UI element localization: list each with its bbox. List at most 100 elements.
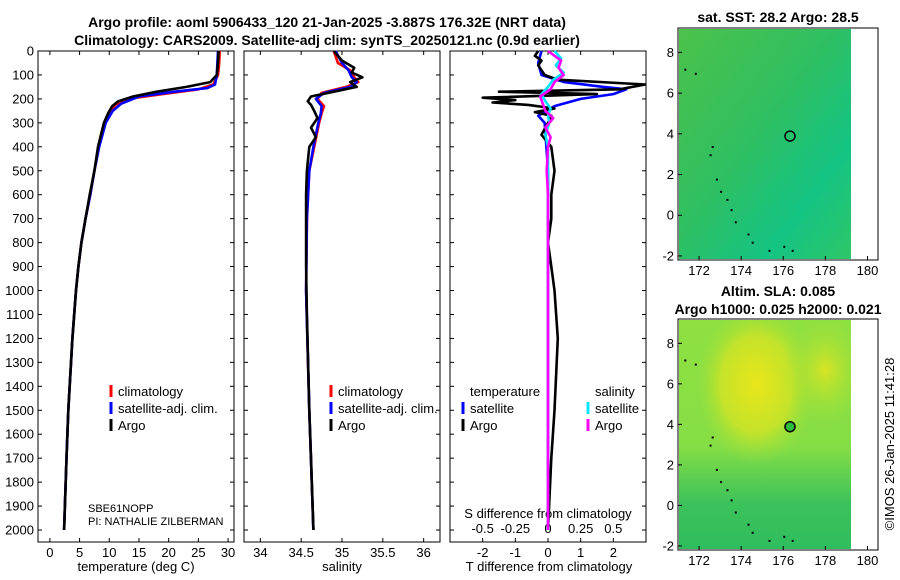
island-speck (783, 245, 786, 248)
temperature-xtick-label: 0 (46, 545, 53, 560)
island-speck (747, 523, 750, 526)
island-speck (720, 481, 723, 484)
salinity-legend: climatology satellite-adj. clim. Argo (329, 384, 438, 433)
temperature-xtick-label: 10 (102, 545, 116, 560)
depth-tick-label: 2000 (5, 523, 34, 538)
salinity-panel (243, 50, 441, 543)
depth-tick-label: 1400 (5, 379, 34, 394)
depth-tick-label: 200 (12, 91, 34, 106)
island-speck (715, 468, 718, 471)
sla-map-ytick-label: 6 (667, 376, 674, 391)
sst-map-ytick-label: 6 (667, 86, 674, 101)
sst-map (677, 27, 879, 261)
difference-series-temperature-argo (481, 50, 647, 531)
temperature-xtick-label: 25 (191, 545, 205, 560)
sla-map-xtick-label: 172 (688, 553, 710, 568)
island-speck (720, 190, 723, 193)
depth-tick-label: 0 (27, 44, 34, 59)
difference-xtick-label: -2 (477, 545, 489, 560)
sst-map-ytick-label: 0 (667, 208, 674, 223)
difference-top-xtick-label: -0.25 (501, 521, 531, 536)
sst-map-xtick-label: 176 (772, 263, 794, 278)
difference-top-xtick-label: 0.25 (568, 521, 593, 536)
sla-map-title-line1: Altim. SLA: 0.085 (721, 283, 836, 299)
legend-climatology-label: climatology (118, 384, 184, 399)
island-speck (684, 359, 687, 362)
sst-map-ytick-label: 2 (667, 167, 674, 182)
island-speck (709, 444, 712, 447)
legend-argo-label: Argo (338, 418, 365, 433)
difference-series-salinity-argo (538, 49, 566, 530)
depth-tick-label: 400 (12, 139, 34, 154)
island-speck (715, 178, 718, 181)
chart-marks: 0100200300400500600700800900100011001200… (5, 44, 878, 569)
depth-tick-label: 1500 (5, 403, 34, 418)
island-speck (747, 233, 750, 236)
island-speck (791, 539, 794, 542)
island-speck (726, 489, 729, 492)
sst-map-xtick-label: 180 (857, 263, 879, 278)
island-speck (726, 198, 729, 201)
figure-title-line1: Argo profile: aoml 5906433_120 21-Jan-20… (88, 14, 566, 30)
island-speck (684, 68, 687, 71)
difference-xtick-label: -1 (510, 545, 522, 560)
sst-map-field (679, 29, 851, 259)
difference-xtick-label: 1 (577, 545, 584, 560)
difference-legend-salinity: salinity satellite Argo (586, 384, 639, 433)
sla-map-ytick-label: -2 (662, 538, 674, 553)
sst-map-nodata (851, 29, 878, 259)
salinity-series-group (304, 50, 364, 531)
temperature-series-argo (62, 50, 220, 531)
salinity-xtick-label: 35.5 (370, 545, 395, 560)
sst-argo-location-marker (784, 130, 796, 142)
sla-map-title-line2: Argo h1000: 0.025 h2000: 0.021 (674, 301, 881, 317)
sst-map-islands (684, 68, 794, 252)
figure-title-line2: Climatology: CARS2009. Satellite-adj cli… (74, 32, 580, 48)
depth-tick-label: 600 (12, 187, 34, 202)
difference-series-group (481, 49, 647, 531)
island-speck (783, 535, 786, 538)
sla-map-xtick-label: 176 (772, 553, 794, 568)
sla-map-ytick-label: 8 (667, 336, 674, 351)
sla-map-high-b (679, 320, 851, 549)
island-speck (791, 249, 794, 252)
sla-map-nodata (851, 320, 878, 549)
legend-argo-label: Argo (118, 418, 145, 433)
salinity-xtick-label: 35 (335, 545, 349, 560)
sla-map-xtick-label: 174 (730, 553, 752, 568)
island-speck (751, 531, 754, 534)
imos-credit: ©IMOS 26-Jan-2025 11:41:28 (882, 358, 897, 531)
sla-map-ytick-label: 0 (667, 498, 674, 513)
sst-map-title: sat. SST: 28.2 Argo: 28.5 (697, 9, 859, 25)
island-speck (734, 221, 737, 224)
sst-map-ytick-label: 8 (667, 45, 674, 60)
legend-sal-argo-label: Argo (595, 418, 622, 433)
depth-tick-label: 1000 (5, 283, 34, 298)
depth-tick-label: 1700 (5, 451, 34, 466)
depth-tick-label: 1900 (5, 499, 34, 514)
sla-map-xtick-label: 180 (857, 553, 879, 568)
salinity-xtick-label: 34 (253, 545, 267, 560)
difference-top-xtick-label: 0.5 (604, 521, 622, 536)
island-speck (734, 511, 737, 514)
legend-satellite-label: satellite-adj. clim. (338, 401, 438, 416)
pi-annotation: PI: NATHALIE ZILBERMAN (88, 516, 224, 528)
temperature-series-group (62, 50, 221, 531)
difference-legend-temperature: temperature satellite Argo (461, 384, 540, 433)
island-speck (730, 499, 733, 502)
salinity-xtick-label: 36 (416, 545, 430, 560)
temperature-xtick-label: 20 (161, 545, 175, 560)
island-speck (730, 209, 733, 212)
sla-map (677, 318, 879, 551)
sst-map-xtick-label: 172 (688, 263, 710, 278)
sst-map-xtick-label: 178 (815, 263, 837, 278)
sla-map-frame (677, 318, 879, 551)
island-speck (768, 539, 771, 542)
difference-xlabel: T difference from climatology (466, 559, 633, 574)
depth-tick-label: 1100 (6, 307, 34, 322)
depth-tick-label: 100 (12, 67, 34, 82)
sla-map-xtick-label: 178 (815, 553, 837, 568)
sla-map-islands (684, 359, 794, 542)
salinity-xtick-label: 34.5 (289, 545, 314, 560)
